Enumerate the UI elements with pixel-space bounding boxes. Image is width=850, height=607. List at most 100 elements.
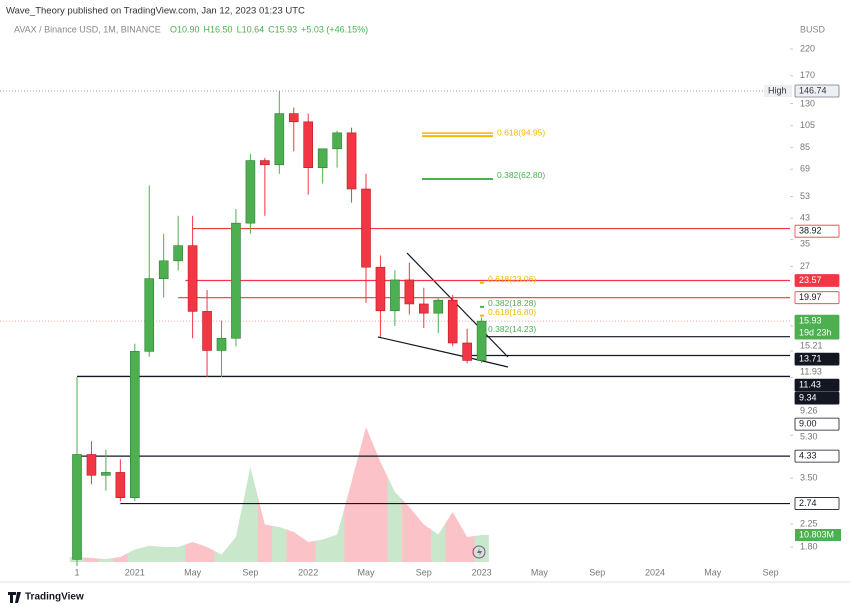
chart-title: AVAX / Binance USD, 1M, BINANCE [14, 24, 161, 34]
candle-body [245, 160, 256, 224]
y-tick-label: 170 [800, 70, 815, 80]
x-tick-label: Sep [242, 567, 258, 577]
candle-body [130, 351, 140, 498]
header: Wave_Theory published on TradingView.com… [6, 6, 305, 17]
price-label: 11.43 [799, 379, 821, 389]
y-tick-label: 105 [800, 120, 815, 130]
x-tick-label: May [184, 567, 202, 577]
volume-area [431, 523, 446, 562]
x-tick-label: Sep [589, 567, 605, 577]
price-box [794, 378, 840, 392]
volume-area [84, 557, 99, 562]
candle-body [231, 222, 241, 339]
price-label: 19.97 [799, 292, 822, 302]
volume-area [214, 545, 229, 562]
candle-body [476, 320, 487, 361]
volume-area [142, 545, 157, 562]
y-tick-label: 130 [800, 98, 815, 108]
volume-area [474, 534, 489, 562]
candle-body [375, 266, 386, 312]
candle-body [274, 113, 285, 166]
fib-label: 0.382(18.28) [488, 298, 536, 308]
y-tick-label: 2.25 [800, 518, 818, 528]
ohlc-value: C15.93 [268, 24, 297, 34]
x-tick-label: Sep [763, 567, 779, 577]
volume-area [402, 499, 417, 562]
candle-body [433, 299, 444, 314]
candle-body [173, 245, 183, 262]
candle-body [216, 337, 227, 351]
volume-area [315, 537, 330, 562]
high-label: High [768, 85, 787, 95]
candle-body [303, 121, 314, 169]
volume-area [329, 508, 345, 562]
volume-area [459, 524, 475, 562]
volume-area [243, 467, 258, 562]
candle-body [346, 132, 357, 190]
candle-body [115, 472, 126, 498]
price-label: 13.71 [799, 353, 822, 363]
volume-area [286, 529, 301, 562]
price-box [794, 314, 840, 340]
volume-area [127, 547, 143, 562]
price-box [794, 274, 840, 287]
candle-body [260, 160, 270, 166]
price-box [794, 224, 840, 238]
candle-body [418, 303, 429, 314]
y-tick-label: 43 [800, 213, 810, 223]
price-label: 2.74 [799, 498, 817, 508]
volume-label: 10.803M [799, 529, 834, 539]
candle-body [202, 311, 212, 351]
high-tag [764, 84, 792, 97]
wedge-line [465, 356, 509, 368]
event-icon[interactable] [472, 545, 486, 559]
price-box [794, 84, 840, 98]
y-tick-label: 3.50 [800, 473, 818, 483]
y-tick-label: 15.21 [800, 340, 823, 350]
candle-body [390, 279, 400, 312]
price-box [794, 417, 840, 431]
y-tick-label: 85 [800, 142, 810, 152]
volume-area [445, 512, 460, 562]
y-tick-label: 11.93 [800, 366, 822, 376]
price-label: 38.92 [799, 226, 822, 236]
price-label: 9.34 [799, 392, 817, 402]
candle-body [404, 279, 415, 305]
x-tick-label: 2024 [645, 567, 665, 577]
candle-body [144, 278, 155, 352]
volume-area [257, 495, 273, 562]
ohlc-value: +5.03 (+46.15%) [301, 24, 368, 34]
y-tick-label: 5.30 [800, 431, 818, 441]
footer-logo [8, 592, 21, 603]
price-label: 23.57 [799, 275, 822, 285]
volume-area [272, 525, 287, 562]
price-box [794, 291, 840, 305]
candle-body [101, 472, 111, 476]
x-tick-label: May [531, 567, 549, 577]
volume-area [344, 454, 359, 562]
fib-label: 0.382(14.23) [488, 324, 536, 334]
price-label: 146.74 [799, 85, 827, 95]
y-tick-label: 35 [800, 239, 810, 249]
x-tick-label: May [357, 567, 375, 577]
volume-area [416, 515, 432, 562]
volume-area [113, 553, 128, 562]
footer: TradingView [25, 592, 84, 603]
volume-area [387, 477, 403, 562]
ohlc-value: O10.90 [170, 24, 200, 34]
candle-body [187, 245, 198, 312]
x-tick-label: 1 [74, 567, 79, 577]
ohlc-value: H16.50 [204, 24, 233, 34]
candle-body [288, 113, 299, 123]
volume-area [185, 542, 200, 562]
wedge-line [377, 336, 467, 358]
x-tick-label: 2021 [125, 567, 145, 577]
volume-area [300, 537, 316, 562]
fib-label: 0.618(16.80) [488, 307, 536, 317]
y-tick-label: 27 [800, 261, 810, 271]
candle-body [72, 454, 82, 560]
y-tick-label: 220 [800, 43, 815, 53]
volume-area [156, 546, 171, 562]
